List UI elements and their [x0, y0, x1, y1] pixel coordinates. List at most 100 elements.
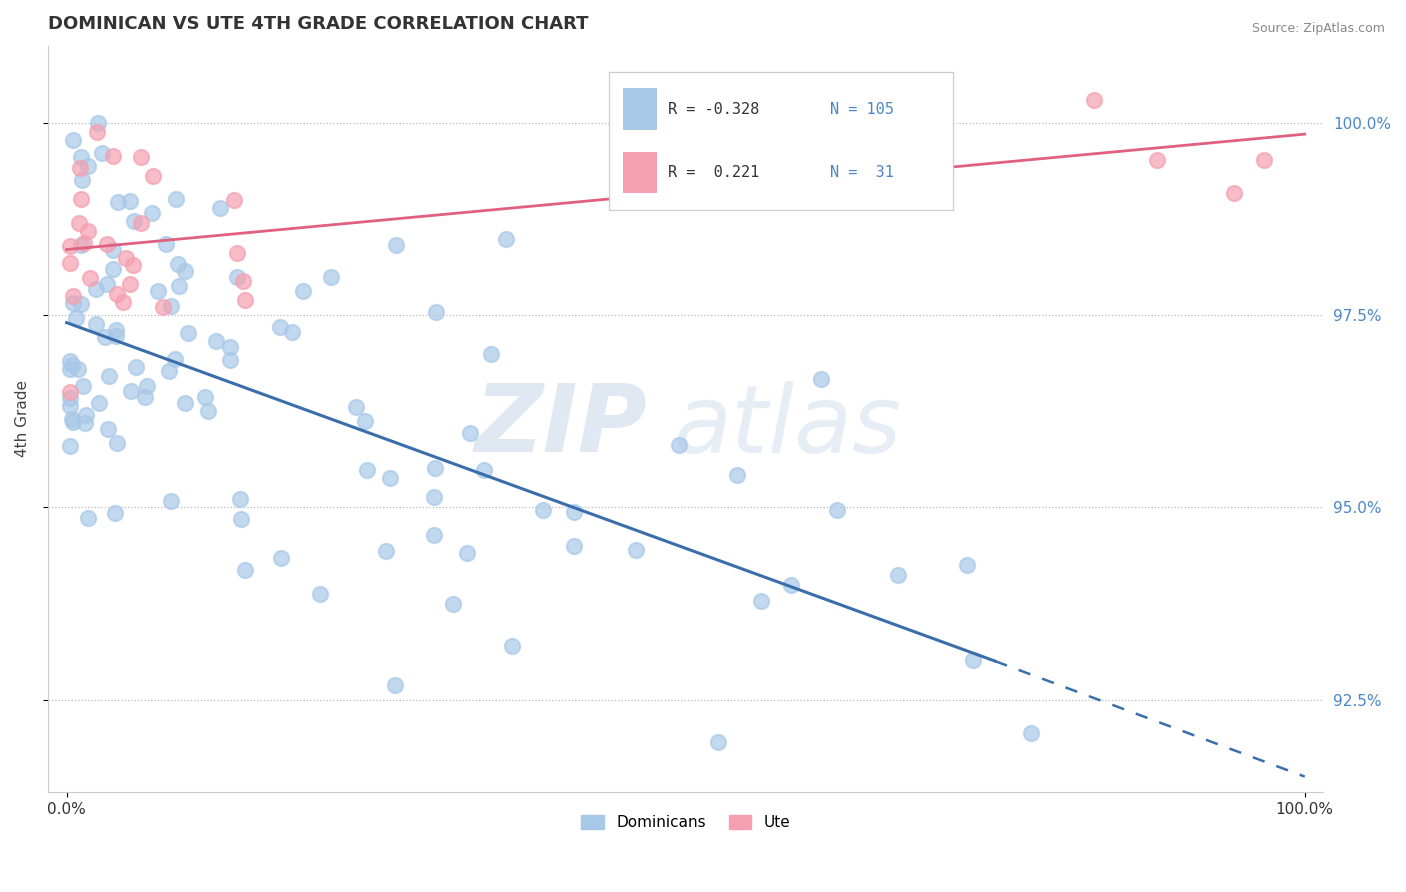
- Point: [226, 246, 249, 260]
- Point: [472, 462, 495, 476]
- Point: [197, 404, 219, 418]
- Point: [1146, 153, 1168, 168]
- Point: [956, 558, 979, 572]
- Point: [72, 379, 94, 393]
- Point: [173, 395, 195, 409]
- Point: [59, 399, 82, 413]
- Point: [356, 463, 378, 477]
- Point: [62, 415, 84, 429]
- Point: [118, 194, 141, 208]
- Point: [458, 425, 481, 440]
- Point: [62, 132, 84, 146]
- Point: [101, 261, 124, 276]
- Point: [134, 391, 156, 405]
- Point: [59, 439, 82, 453]
- Point: [269, 320, 291, 334]
- Point: [70, 173, 93, 187]
- Point: [97, 422, 120, 436]
- Point: [624, 543, 647, 558]
- Point: [163, 352, 186, 367]
- Point: [825, 503, 848, 517]
- Point: [886, 567, 908, 582]
- Point: [112, 295, 135, 310]
- Point: [104, 506, 127, 520]
- Point: [59, 353, 82, 368]
- Point: [1019, 725, 1042, 739]
- Point: [89, 395, 111, 409]
- Point: [59, 256, 82, 270]
- Point: [167, 279, 190, 293]
- Point: [531, 502, 554, 516]
- Point: [90, 145, 112, 160]
- Point: [385, 238, 408, 252]
- Point: [165, 193, 187, 207]
- Point: [233, 563, 256, 577]
- Point: [707, 735, 730, 749]
- Point: [59, 238, 82, 252]
- Point: [160, 494, 183, 508]
- Point: [86, 125, 108, 139]
- Point: [73, 235, 96, 250]
- Point: [443, 597, 465, 611]
- Point: [194, 391, 217, 405]
- Point: [75, 408, 97, 422]
- Point: [456, 546, 478, 560]
- Point: [668, 438, 690, 452]
- Point: [73, 416, 96, 430]
- Point: [174, 264, 197, 278]
- Point: [87, 115, 110, 129]
- Point: [562, 505, 585, 519]
- Point: [142, 169, 165, 183]
- Point: [141, 206, 163, 220]
- Point: [1223, 186, 1246, 200]
- Point: [65, 310, 87, 325]
- Point: [76, 224, 98, 238]
- Point: [155, 237, 177, 252]
- Point: [79, 270, 101, 285]
- Point: [60, 359, 83, 373]
- Point: [562, 539, 585, 553]
- Legend: Dominicans, Ute: Dominicans, Ute: [575, 809, 797, 837]
- Point: [222, 193, 245, 207]
- Point: [384, 678, 406, 692]
- Point: [70, 193, 93, 207]
- Point: [495, 232, 517, 246]
- Point: [122, 258, 145, 272]
- Point: [292, 284, 315, 298]
- Point: [115, 251, 138, 265]
- Point: [77, 511, 100, 525]
- Point: [205, 334, 228, 349]
- Point: [125, 360, 148, 375]
- Point: [157, 364, 180, 378]
- Point: [233, 293, 256, 307]
- Point: [1083, 93, 1105, 107]
- Point: [231, 511, 253, 525]
- Point: [96, 277, 118, 292]
- Point: [146, 285, 169, 299]
- Point: [344, 401, 367, 415]
- Point: [423, 490, 446, 504]
- Point: [321, 269, 343, 284]
- Point: [423, 528, 446, 542]
- Point: [59, 361, 82, 376]
- Point: [159, 300, 181, 314]
- Point: [425, 305, 447, 319]
- Point: [70, 237, 93, 252]
- Point: [69, 161, 91, 175]
- Text: ZIP: ZIP: [475, 380, 647, 472]
- Point: [84, 282, 107, 296]
- Point: [67, 216, 90, 230]
- Point: [501, 639, 523, 653]
- Point: [97, 368, 120, 383]
- Point: [699, 126, 721, 140]
- Point: [281, 326, 304, 340]
- Point: [104, 328, 127, 343]
- Point: [780, 578, 803, 592]
- Point: [219, 353, 242, 368]
- Point: [66, 362, 89, 376]
- Point: [62, 296, 84, 310]
- Point: [354, 414, 377, 428]
- Point: [107, 195, 129, 210]
- Point: [749, 593, 772, 607]
- Point: [810, 372, 832, 386]
